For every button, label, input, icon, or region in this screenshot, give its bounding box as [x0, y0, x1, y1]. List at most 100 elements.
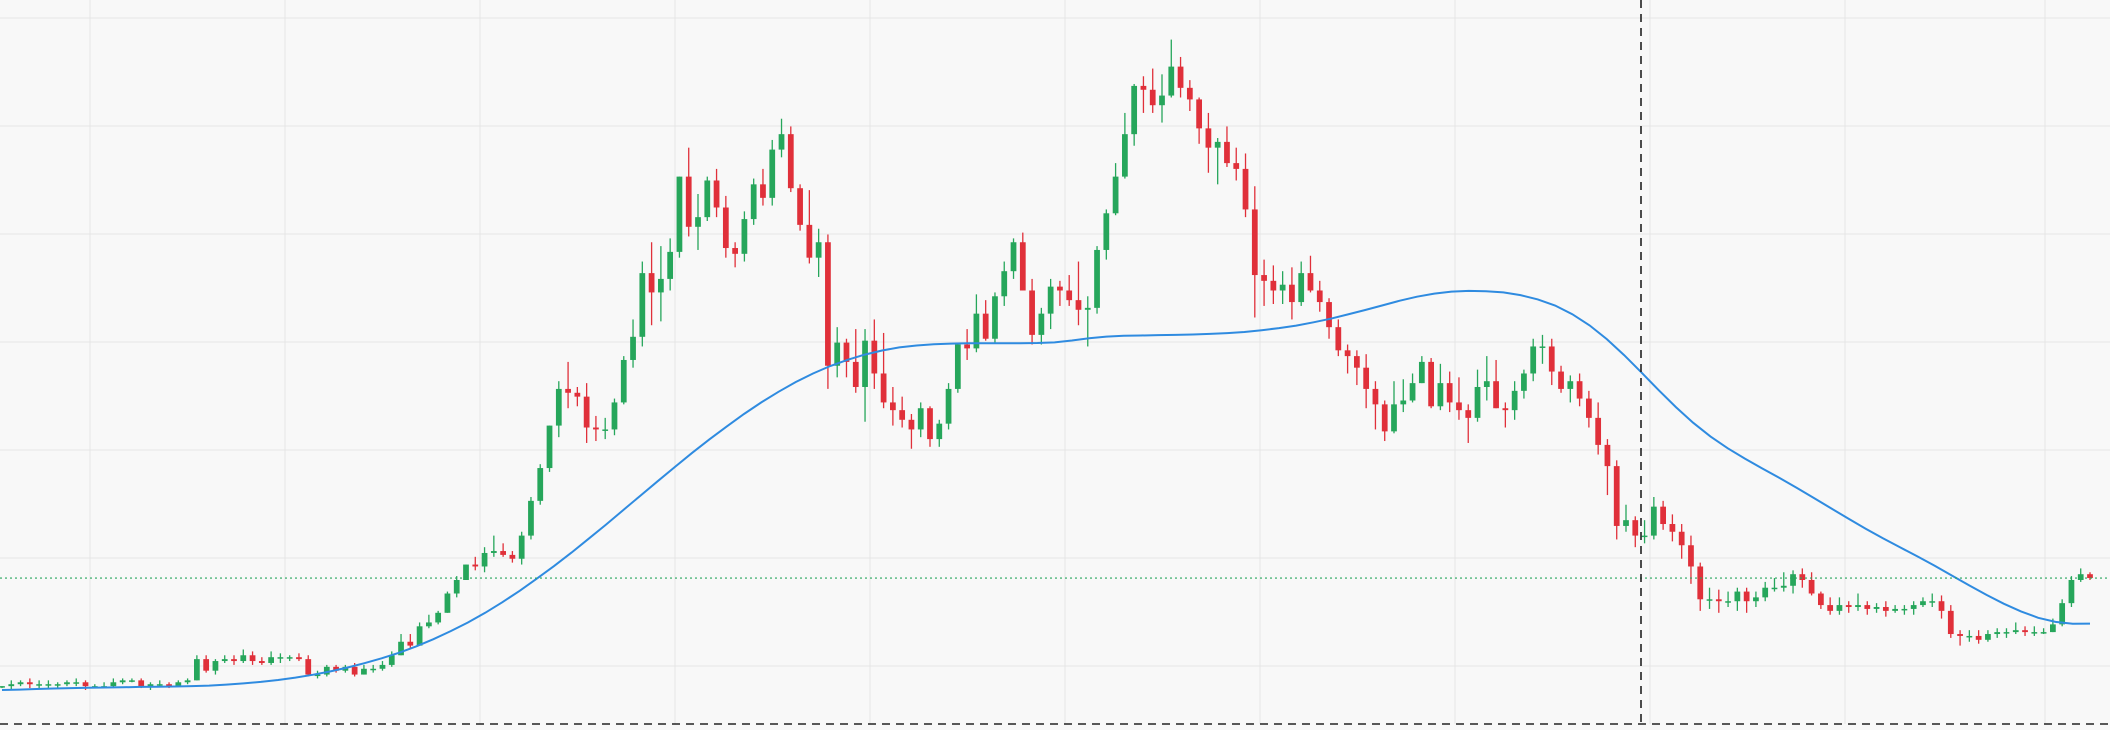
candle	[1233, 147, 1240, 181]
candle	[1920, 597, 1926, 608]
candle-body	[2059, 603, 2066, 625]
candle-body	[1530, 346, 1537, 374]
candle	[388, 651, 395, 667]
candle-body	[806, 224, 813, 258]
candle-body	[1298, 273, 1305, 303]
candle	[593, 415, 599, 442]
candle-body	[583, 396, 590, 428]
candle	[1604, 439, 1611, 496]
candle	[936, 419, 943, 447]
candle-body	[509, 554, 516, 559]
candle-body	[1149, 89, 1156, 106]
candle-body	[203, 659, 210, 671]
candle-body	[314, 674, 321, 677]
candle	[1001, 261, 1008, 306]
candle-body	[1307, 273, 1314, 291]
candle	[1975, 630, 1982, 644]
candle	[713, 168, 720, 218]
candle	[528, 497, 534, 540]
candle-body	[1493, 381, 1499, 409]
candle-body	[1641, 535, 1648, 538]
candle-body	[2022, 630, 2028, 633]
candle-body	[685, 176, 692, 227]
candle-body	[1261, 275, 1267, 281]
candle	[54, 682, 61, 689]
candle	[1168, 39, 1175, 98]
candle	[119, 678, 126, 685]
candle-body	[82, 682, 89, 687]
candle-body	[1186, 87, 1193, 100]
candle-body	[2068, 579, 2075, 604]
candle	[286, 655, 293, 662]
candle-body	[2077, 574, 2084, 580]
candle	[1641, 520, 1648, 544]
candle	[1400, 379, 1407, 413]
candle	[611, 398, 618, 436]
candle-body	[2031, 632, 2038, 634]
candle	[667, 238, 674, 291]
candle	[1437, 363, 1444, 411]
candle	[1548, 338, 1555, 386]
candle	[2087, 572, 2093, 580]
candle-body	[1437, 383, 1444, 407]
candle	[73, 678, 80, 687]
candle-body	[1678, 531, 1685, 546]
candle-body	[899, 410, 906, 420]
candle	[1836, 597, 1843, 615]
candle	[1818, 591, 1824, 609]
candle	[722, 195, 729, 258]
candle-body	[1465, 410, 1472, 418]
candle	[1660, 500, 1666, 530]
candle	[472, 556, 479, 571]
candle-body	[1418, 361, 1425, 384]
candle	[1539, 334, 1546, 364]
candle	[648, 242, 655, 326]
candle	[370, 664, 377, 673]
candle-body	[1196, 99, 1202, 129]
moving-average-line	[1, 289, 2091, 691]
candle	[45, 680, 52, 689]
candle	[481, 547, 488, 573]
candle	[1177, 56, 1184, 98]
candle-body	[1010, 242, 1017, 272]
candle-body	[1938, 601, 1945, 611]
candle	[1753, 591, 1759, 608]
candle	[184, 678, 191, 685]
candle-body	[416, 626, 423, 646]
candle-body	[17, 682, 24, 685]
candle-body	[880, 373, 887, 403]
candle	[1391, 381, 1397, 434]
candle-body	[147, 684, 154, 687]
candle-body	[1558, 371, 1564, 389]
candle-body	[555, 388, 562, 426]
candle-body	[667, 251, 674, 279]
candle-body	[1901, 608, 1908, 611]
candle-body	[843, 342, 850, 362]
candle-body	[1910, 605, 1917, 609]
candle-body	[1818, 593, 1824, 606]
candle-body	[1548, 346, 1555, 372]
candle-body	[1688, 545, 1694, 567]
candle	[1780, 572, 1787, 592]
candle-body	[1075, 300, 1082, 310]
candle-body	[992, 296, 998, 339]
candle-body	[379, 664, 386, 669]
candle-body	[936, 423, 943, 440]
candle-body	[54, 684, 61, 686]
candle-body	[472, 564, 479, 567]
candle	[583, 383, 590, 443]
candle-body	[138, 680, 145, 687]
candle-body	[546, 425, 553, 469]
candle-body	[1734, 591, 1741, 602]
candle-body	[463, 564, 469, 580]
candle	[1511, 381, 1518, 420]
candle-body	[1214, 141, 1221, 148]
candle-body	[1029, 290, 1035, 335]
candle	[815, 228, 822, 277]
candle-body	[1827, 605, 1834, 611]
candle-body	[1660, 506, 1666, 525]
candle-body	[1966, 635, 1973, 638]
candle	[1483, 356, 1490, 401]
candle-body	[1363, 367, 1370, 389]
